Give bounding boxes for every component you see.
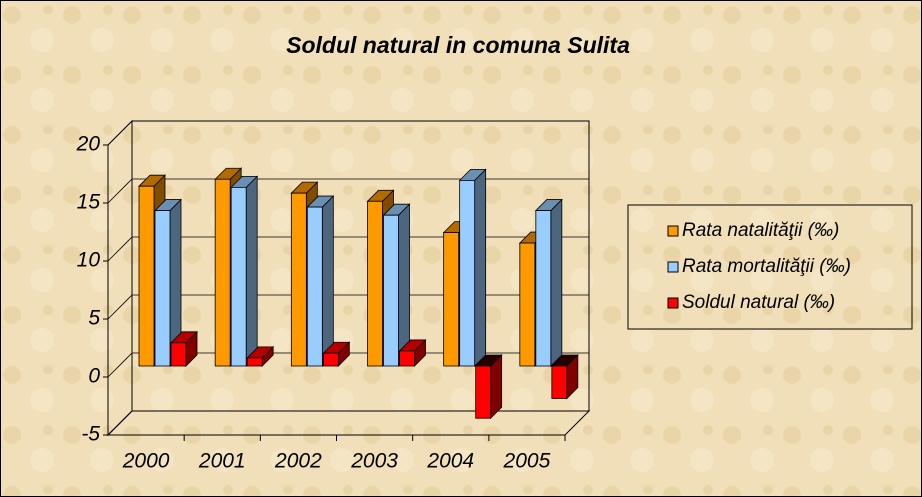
bar-face	[321, 195, 334, 367]
x-tick-label: 2001	[198, 450, 246, 473]
x-tick-label: 2000	[122, 450, 170, 473]
bar-face	[550, 198, 563, 367]
bar-face	[322, 352, 339, 367]
y-tick-label: 5	[88, 307, 100, 330]
bar-face	[230, 186, 247, 367]
bar-face	[459, 179, 476, 367]
x-tick-label: 2003	[350, 450, 398, 473]
bar	[398, 338, 427, 367]
bar-face	[398, 203, 410, 367]
y-tick-label: 10	[77, 249, 101, 272]
bar-face	[519, 242, 536, 367]
x-tick-label: 2005	[503, 450, 551, 473]
grid-line	[107, 120, 589, 146]
y-tick-label: -5	[81, 423, 100, 446]
y-tick-label: 0	[88, 365, 100, 388]
bar	[474, 354, 503, 420]
legend-label: Soldul natural (‰)	[682, 292, 835, 313]
bar-face	[214, 178, 231, 367]
bar-face	[290, 192, 307, 367]
bar	[306, 195, 335, 367]
bar-face	[367, 200, 383, 367]
legend-label: Rata natalităţii (‰)	[682, 220, 839, 241]
bar-face	[475, 365, 492, 419]
grid-line	[107, 236, 589, 262]
bar-face	[246, 357, 263, 367]
y-tick-label: 15	[77, 191, 101, 214]
y-tick-label: 20	[76, 133, 101, 156]
bar-face	[170, 342, 187, 367]
bar	[382, 203, 411, 367]
x-tick-label: 2002	[274, 450, 322, 473]
bar-face	[443, 232, 460, 367]
chart-title: Soldul natural in comuna Sulita	[286, 32, 630, 58]
legend-swatch	[667, 225, 679, 237]
bar-face	[306, 206, 323, 367]
legend-label: Rata mortalităţii (‰)	[682, 256, 851, 277]
bar	[170, 330, 198, 367]
bar	[246, 345, 275, 367]
grid-line	[107, 410, 589, 436]
legend-swatch	[667, 297, 679, 309]
bar	[154, 198, 182, 367]
bar	[458, 168, 487, 367]
bar	[230, 175, 259, 367]
bar-face	[399, 350, 415, 367]
legend-swatch	[667, 261, 679, 273]
bar-face	[245, 175, 258, 367]
x-tick-label: 2004	[426, 450, 474, 473]
grid-line	[107, 294, 589, 320]
grid-line	[107, 352, 589, 378]
bar-face	[535, 210, 552, 367]
bar-face	[474, 168, 487, 367]
bar	[322, 341, 351, 367]
bar-face	[138, 185, 155, 367]
bar	[534, 198, 563, 367]
bar-face	[383, 214, 399, 367]
bar	[550, 354, 579, 400]
grid-line	[107, 178, 589, 204]
legend-box	[627, 204, 913, 330]
bar-face	[154, 210, 171, 367]
bar-face	[551, 365, 568, 399]
